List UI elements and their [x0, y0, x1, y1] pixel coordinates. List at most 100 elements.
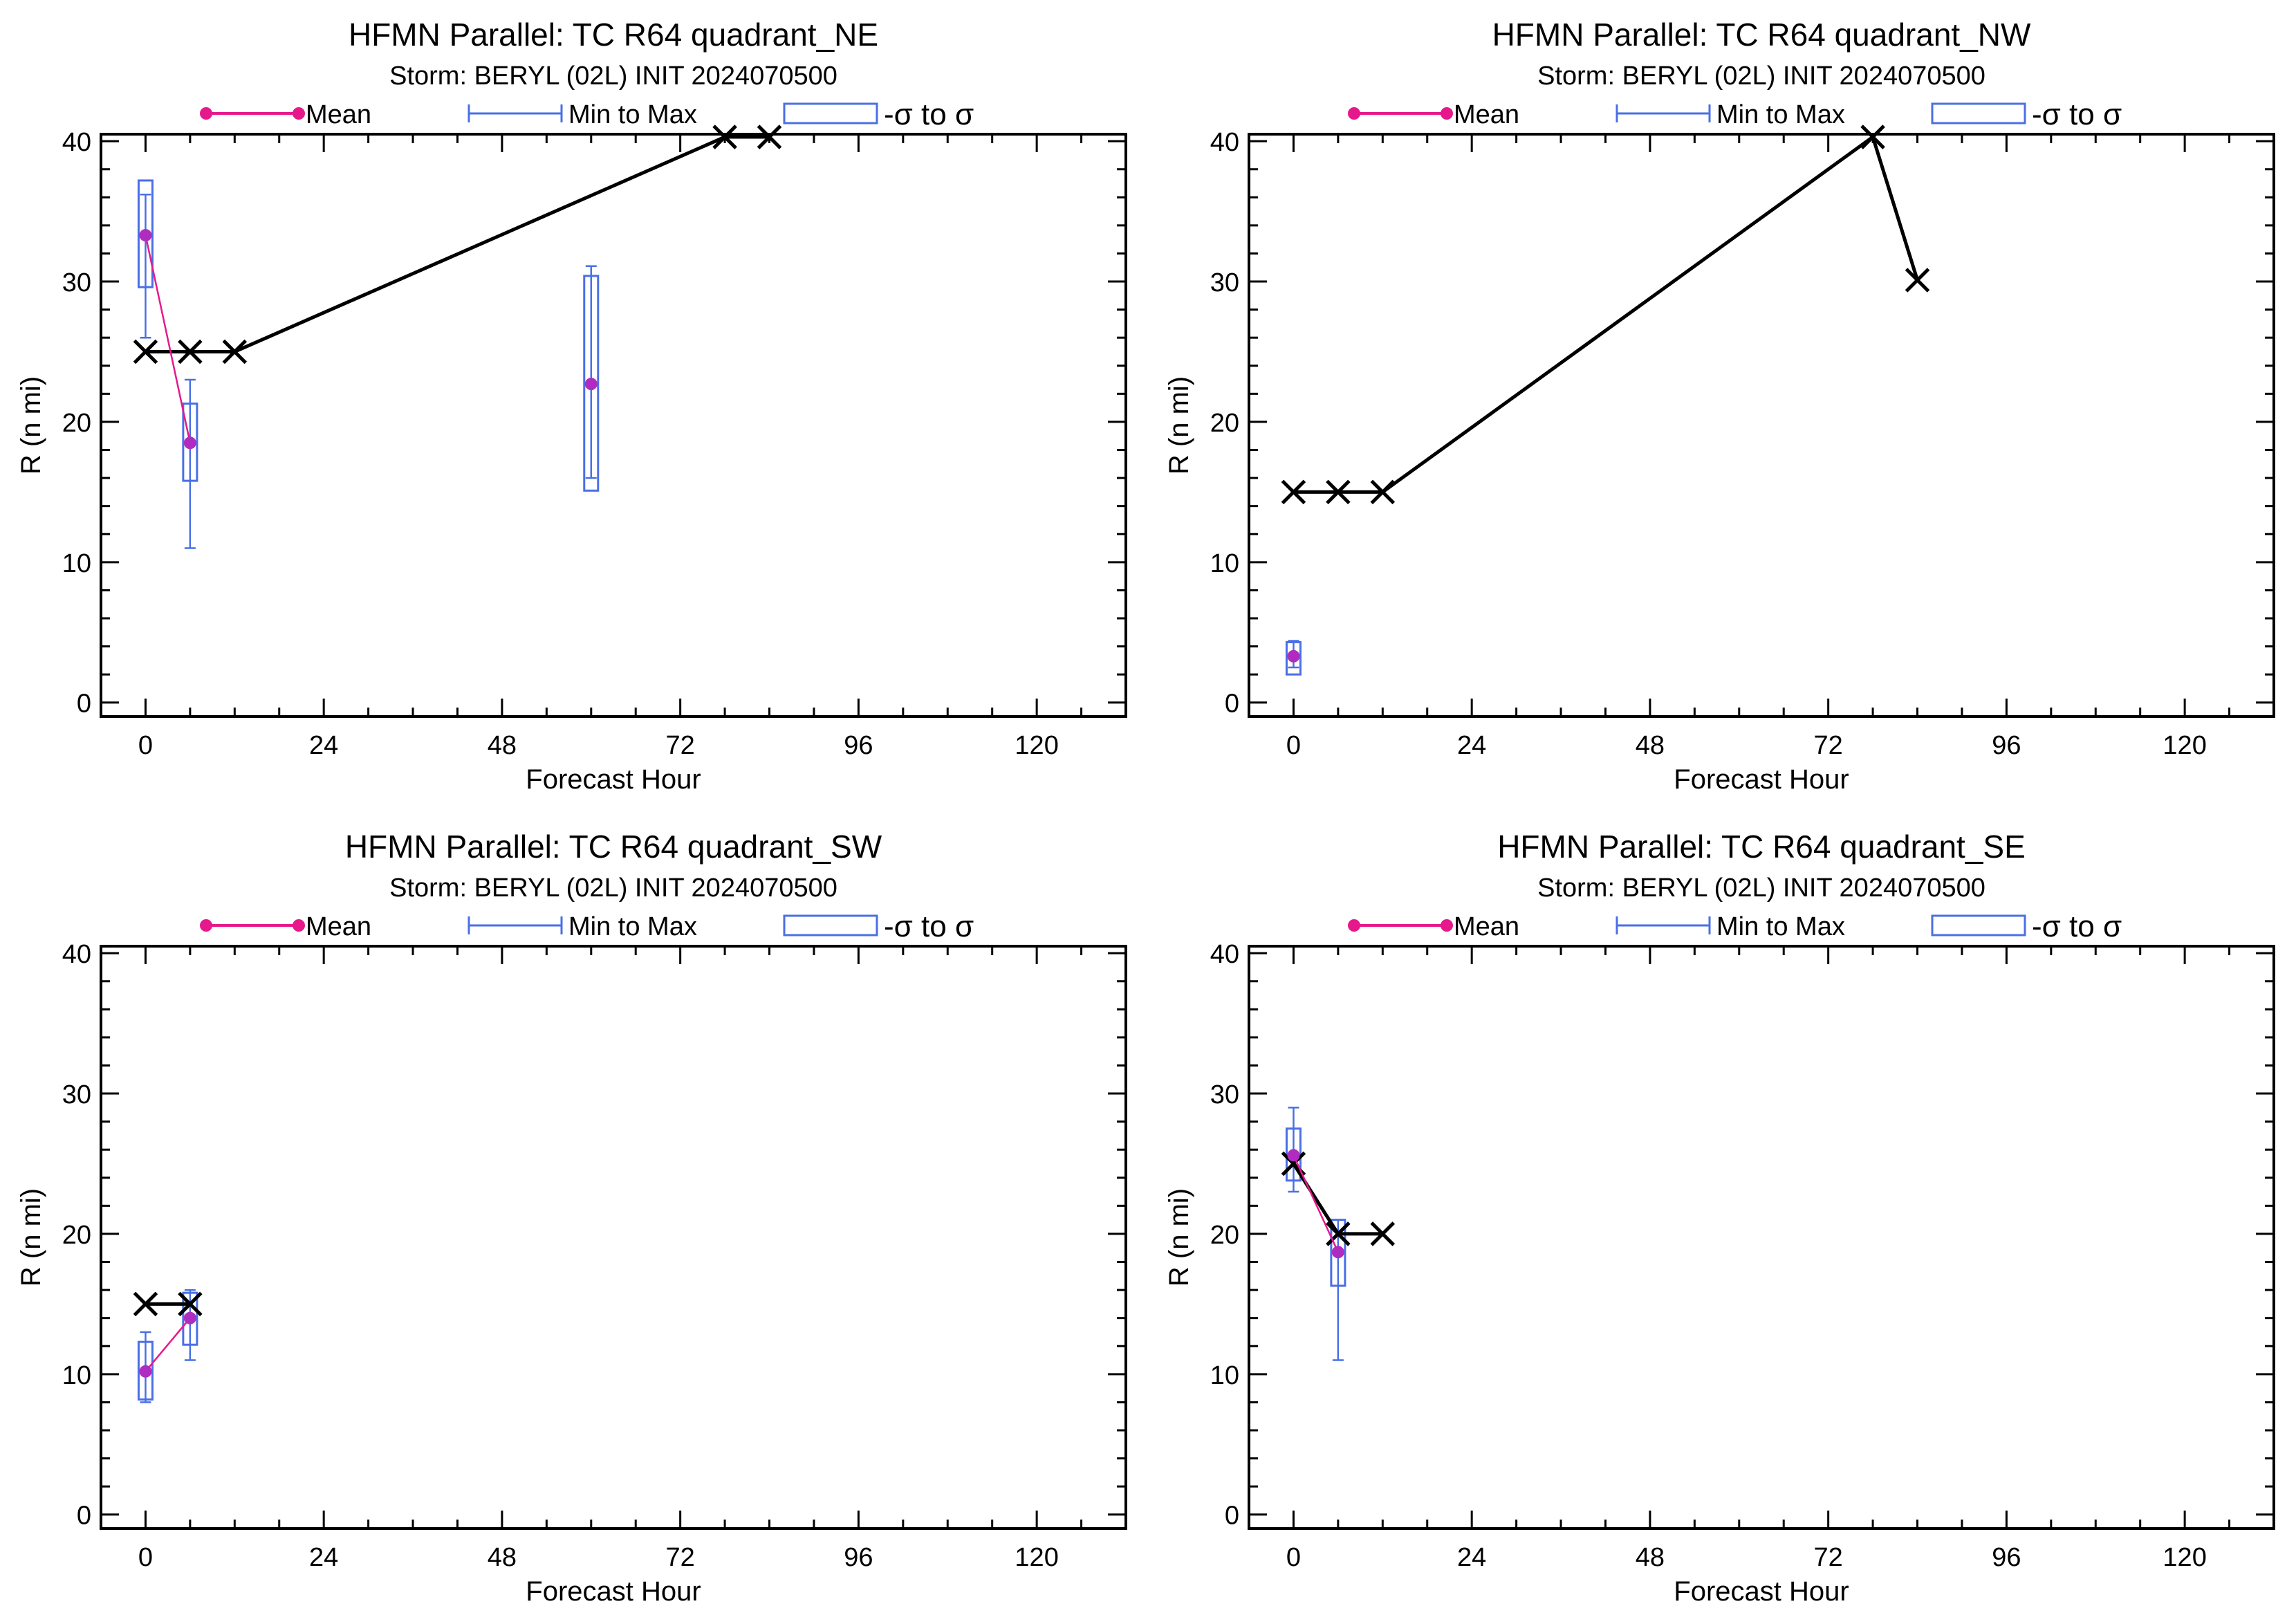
x-axis-label: Forecast Hour [1674, 1576, 1849, 1607]
y-tick-label: 30 [62, 268, 91, 297]
mean-line [145, 1317, 191, 1372]
chart-subtitle: Storm: BERYL (02L) INIT 2024070500 [1537, 62, 1985, 91]
x-tick-label: 72 [1814, 1543, 1843, 1572]
plot-area-frame [1248, 945, 2275, 1530]
legend-range-label: Min to Max [568, 100, 697, 129]
mean-point [584, 378, 598, 391]
y-tick-label: 0 [77, 1502, 91, 1531]
legend-mean-label: Mean [306, 100, 371, 129]
y-axis-label: R (n mi) [16, 1188, 46, 1286]
observed-marker-stroke [712, 124, 737, 149]
y-tick-label: 30 [1210, 1080, 1239, 1109]
legend: Mean Min to Max -σ to σ [1348, 910, 2122, 943]
observed-series [1281, 124, 1930, 505]
y-axis-label: R (n mi) [16, 376, 46, 474]
observed-marker-stroke [133, 339, 158, 365]
observed-marker-stroke [222, 339, 248, 365]
chart-panel-1: HFMN Parallel: TC R64 quadrant_NE Storm: … [16, 17, 1127, 795]
observed-marker [178, 339, 203, 365]
y-tick-label: 40 [62, 128, 91, 157]
legend-sigma-box [783, 914, 878, 936]
plot-area-frame [100, 133, 1127, 718]
legend-mean-dot-left [200, 107, 212, 120]
y-tick-label: 10 [62, 1361, 91, 1390]
observed-series [133, 1291, 203, 1317]
x-tick-label: 120 [2163, 1543, 2206, 1572]
mean-point [1287, 1149, 1300, 1162]
x-axis: 0 24 48 72 96 120 Forecast Hour [1286, 134, 2231, 795]
y-axis: 0 10 20 30 40 R (n mi) [16, 940, 1126, 1531]
stats-series [137, 179, 600, 549]
legend-mean-dot-right [293, 919, 305, 932]
observed-marker-stroke [133, 1291, 158, 1317]
legend-range-label: Min to Max [1716, 912, 1845, 941]
observed-marker [133, 1291, 158, 1317]
y-axis: 0 10 20 30 40 R (n mi) [1164, 128, 2274, 719]
observed-marker-stroke [1281, 479, 1306, 505]
legend-sigma-label: -σ to σ [884, 98, 974, 131]
observed-marker [1860, 124, 1885, 149]
chart-panel-3: HFMN Parallel: TC R64 quadrant_SW Storm: … [16, 829, 1127, 1607]
observed-marker-stroke [1370, 1221, 1396, 1246]
observed-marker-stroke [1860, 124, 1885, 149]
x-tick-label: 48 [488, 1543, 517, 1572]
x-tick-label: 96 [844, 1543, 873, 1572]
x-tick-label: 0 [1286, 1543, 1301, 1572]
observed-marker-stroke [1326, 1221, 1351, 1246]
y-tick-label: 20 [62, 409, 91, 438]
mean-series [139, 1311, 196, 1378]
mean-series [1287, 1149, 1344, 1259]
x-tick-label: 48 [1636, 1543, 1665, 1572]
x-tick-label: 72 [666, 731, 695, 760]
y-tick-label: 0 [1225, 690, 1239, 719]
x-tick-label: 72 [666, 1543, 695, 1572]
observed-marker [1326, 1221, 1351, 1246]
x-axis-label: Forecast Hour [1674, 764, 1849, 795]
observed-marker [1281, 479, 1306, 505]
legend-sigma-box [783, 102, 878, 124]
observed-marker-stroke [1905, 268, 1930, 293]
x-tick-label: 120 [1015, 1543, 1058, 1572]
legend-mean-dot-right [1441, 919, 1453, 932]
legend-mean-label: Mean [306, 912, 371, 941]
y-tick-label: 20 [1210, 1221, 1239, 1250]
chart-title: HFMN Parallel: TC R64 quadrant_NE [349, 17, 878, 53]
x-tick-label: 96 [1992, 731, 2021, 760]
observed-marker-stroke [1370, 479, 1396, 505]
chart-title: HFMN Parallel: TC R64 quadrant_SE [1497, 829, 2026, 865]
mean-series [1287, 649, 1300, 663]
y-tick-label: 40 [1210, 940, 1239, 969]
x-tick-label: 24 [1457, 1543, 1486, 1572]
x-axis-label: Forecast Hour [526, 764, 701, 795]
observed-marker [757, 124, 782, 149]
legend-mean-label: Mean [1454, 912, 1519, 941]
legend-sigma-label: -σ to σ [884, 910, 974, 943]
x-tick-label: 24 [309, 731, 338, 760]
legend-mean-dot-left [1348, 107, 1360, 120]
observed-marker [1905, 268, 1930, 293]
y-tick-label: 0 [77, 690, 91, 719]
x-axis-label: Forecast Hour [526, 1576, 701, 1607]
y-tick-label: 40 [62, 940, 91, 969]
x-axis: 0 24 48 72 96 120 Forecast Hour [138, 134, 1083, 795]
y-tick-label: 40 [1210, 128, 1239, 157]
observed-marker [178, 1291, 203, 1317]
y-tick-label: 10 [62, 549, 91, 578]
observed-marker [1326, 479, 1351, 505]
x-tick-label: 0 [138, 731, 153, 760]
observed-marker [222, 339, 248, 365]
x-tick-label: 24 [1457, 731, 1486, 760]
observed-line [1293, 135, 1919, 494]
legend: Mean Min to Max -σ to σ [200, 98, 974, 131]
mean-point [183, 436, 196, 450]
chart-panel-2: HFMN Parallel: TC R64 quadrant_NW Storm: … [1164, 17, 2275, 795]
x-tick-label: 48 [1636, 731, 1665, 760]
observed-series [133, 124, 782, 365]
mean-point [1331, 1246, 1344, 1259]
observed-line [145, 135, 770, 353]
y-tick-label: 20 [1210, 409, 1239, 438]
x-tick-label: 120 [1015, 731, 1058, 760]
x-tick-label: 24 [309, 1543, 338, 1572]
legend-sigma-box [1931, 914, 2026, 936]
legend-range-label: Min to Max [568, 912, 697, 941]
